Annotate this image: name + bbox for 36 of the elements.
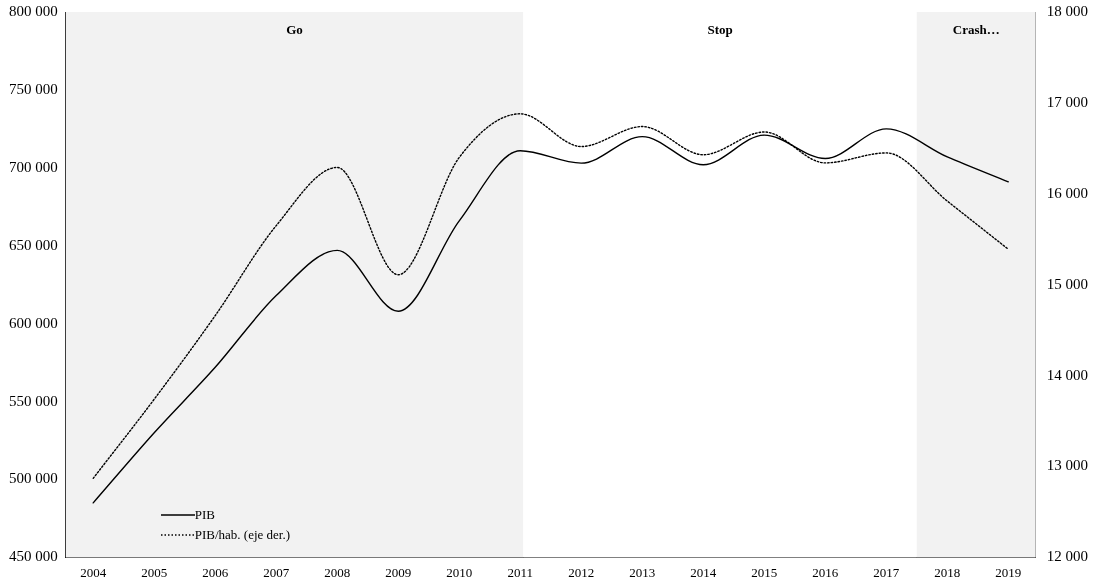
y2-tick-label: 14 000 — [1046, 366, 1088, 383]
y-tick-label: 450 000 — [9, 548, 58, 565]
x-tick-label: 2007 — [263, 564, 290, 580]
x-tick-label: 2011 — [507, 564, 534, 580]
y-tick-label: 500 000 — [9, 470, 58, 487]
band-label: Crash… — [952, 21, 1000, 37]
x-tick-label: 2016 — [812, 564, 839, 580]
legend-label: PIB/hab. (eje der.) — [194, 527, 291, 544]
y2-tick-label: 18 000 — [1046, 2, 1088, 19]
x-tick-label: 2009 — [385, 564, 412, 580]
y2-tick-label: 17 000 — [1046, 93, 1088, 110]
x-tick-label: 2017 — [873, 564, 900, 580]
x-tick-label: 2005 — [141, 564, 168, 580]
x-tick-label: 2010 — [446, 564, 473, 580]
y-tick-label: 550 000 — [9, 392, 58, 409]
y2-tick-label: 13 000 — [1046, 457, 1088, 474]
legend-label: PIB — [194, 507, 215, 524]
x-tick-label: 2012 — [568, 564, 595, 580]
y-tick-label: 650 000 — [9, 236, 58, 253]
x-tick-label: 2006 — [202, 564, 229, 580]
y2-tick-label: 15 000 — [1046, 275, 1088, 292]
band-label: Go — [286, 21, 303, 37]
x-tick-label: 2015 — [751, 564, 778, 580]
x-tick-label: 2014 — [690, 564, 717, 580]
y-tick-label: 750 000 — [9, 80, 58, 97]
y2-tick-label: 16 000 — [1046, 184, 1088, 201]
x-tick-label: 2019 — [995, 564, 1022, 580]
x-tick-label: 2004 — [80, 564, 107, 580]
y2-tick-label: 12 000 — [1046, 548, 1088, 565]
x-tick-label: 2008 — [324, 564, 351, 580]
x-tick-label: 2018 — [934, 564, 961, 580]
y-tick-label: 600 000 — [9, 314, 58, 331]
x-tick-label: 2013 — [629, 564, 656, 580]
y-tick-label: 700 000 — [9, 158, 58, 175]
band-label: Stop — [707, 21, 733, 37]
y-tick-label: 800 000 — [9, 2, 58, 19]
